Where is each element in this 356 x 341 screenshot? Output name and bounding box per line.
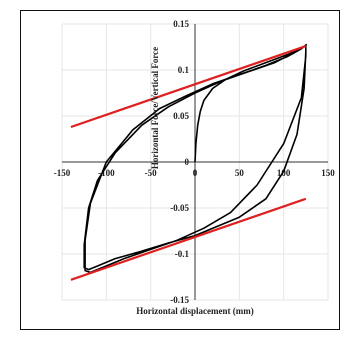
x-tick-label: 50	[235, 168, 245, 178]
x-tick-label: -50	[145, 168, 157, 178]
x-tick-label: 150	[321, 168, 335, 178]
series-layer	[70, 43, 308, 281]
x-axis-title: Horizontal displacement (mm)	[136, 306, 253, 316]
x-tick-label: 100	[277, 168, 291, 178]
y-axis-title: Horizontal Force/Vertical Force	[150, 47, 160, 169]
y-tick-label: 0.05	[173, 111, 189, 121]
y-tick-label: 0.15	[173, 19, 189, 29]
chart-frame	[20, 10, 340, 330]
tick-labels: -150 -100 -50 0 50 100 150 -0.15 -0.1 -0.05 0 0.05 0…	[54, 19, 336, 305]
y-tick-label: -0.15	[170, 295, 189, 305]
y-tick-label: 0.1	[178, 65, 190, 75]
x-tick-label: -150	[54, 168, 71, 178]
bounding-line-series	[70, 45, 307, 129]
bounding-line-series	[70, 197, 307, 281]
x-tick-label: 0	[193, 168, 198, 178]
x-tick-label: -100	[98, 168, 115, 178]
y-tick-label: -0.1	[175, 249, 190, 259]
y-tick-label: -0.05	[170, 203, 189, 213]
y-tick-label: 0	[185, 157, 190, 167]
